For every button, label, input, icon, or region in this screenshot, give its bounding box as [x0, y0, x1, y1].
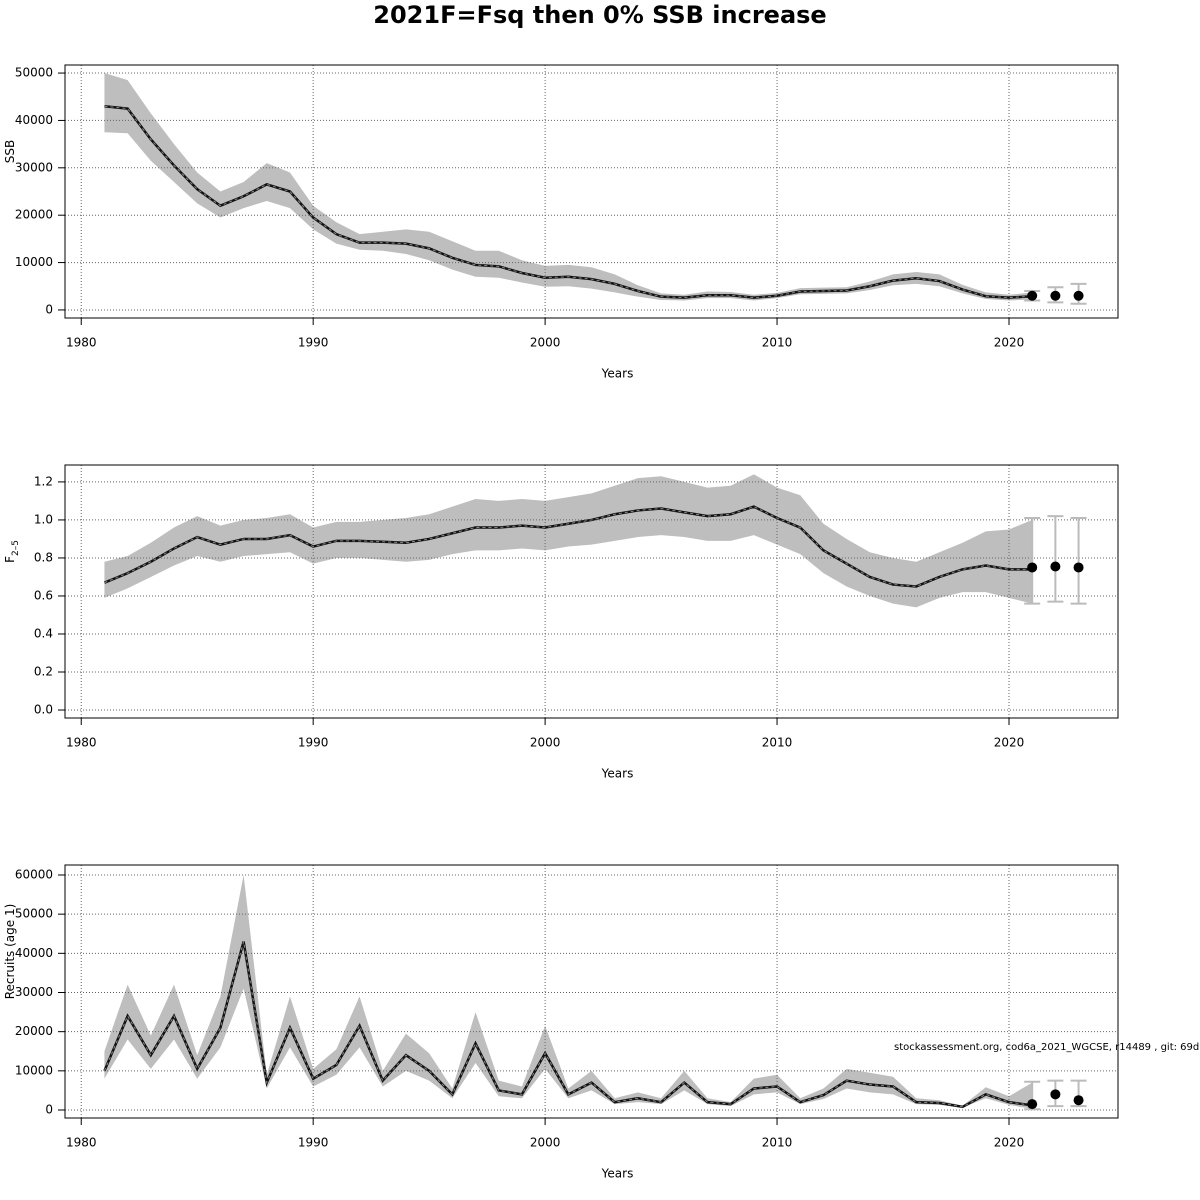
- estimate-line-dash: [103, 941, 1033, 1108]
- y-axis-label-part: Recruits (age 1): [3, 904, 17, 1000]
- plot-frame: [64, 64, 1119, 319]
- x-tick-label: 2010: [762, 1136, 793, 1150]
- forecast-point: [1050, 1089, 1061, 1100]
- x-axis-label: Years: [601, 767, 634, 781]
- y-tick-label: 1.0: [34, 512, 53, 526]
- y-tick-label: 20000: [15, 208, 53, 222]
- y-tick-label: 20000: [15, 1024, 53, 1038]
- confidence-band: [104, 474, 1033, 608]
- chart-title: 2021F=Fsq then 0% SSB increase: [373, 1, 826, 29]
- y-axis-label-part: 2–5: [11, 540, 21, 556]
- x-tick-label: 2010: [762, 336, 793, 350]
- x-axis-label: Years: [601, 1167, 634, 1181]
- forecast-point: [1073, 1095, 1084, 1106]
- y-tick-label: 0.6: [34, 588, 53, 602]
- y-tick-label: 0: [45, 302, 53, 316]
- x-tick-label: 1980: [66, 1136, 97, 1150]
- estimate-line-dash: [104, 506, 1033, 587]
- y-tick-label: 30000: [15, 985, 53, 999]
- y-tick-label: 0: [45, 1103, 53, 1117]
- y-tick-label: 0.2: [34, 665, 53, 679]
- confidence-band: [104, 874, 1033, 1109]
- forecast-point: [1027, 290, 1038, 301]
- y-tick-label: 40000: [15, 113, 53, 127]
- plot-frame: [64, 464, 1119, 719]
- x-tick-label: 1990: [298, 736, 329, 750]
- x-tick-label: 2000: [530, 1136, 561, 1150]
- y-axis-label-part: SSB: [3, 140, 17, 163]
- y-axis-label: F2–5: [3, 540, 21, 563]
- y-tick-label: 50000: [15, 907, 53, 921]
- y-tick-label: 0.0: [34, 703, 53, 717]
- forecast-point: [1027, 1099, 1038, 1110]
- forecast-point: [1050, 290, 1061, 301]
- estimate-line-dash: [104, 105, 1033, 299]
- forecast-point: [1050, 561, 1061, 572]
- confidence-band: [104, 73, 1033, 301]
- y-axis-label: Recruits (age 1): [3, 904, 17, 1000]
- x-tick-label: 1990: [298, 1136, 329, 1150]
- x-tick-label: 2020: [994, 1136, 1025, 1150]
- y-tick-label: 30000: [15, 160, 53, 174]
- plot-frame: [64, 864, 1119, 1119]
- x-tick-label: 1990: [298, 336, 329, 350]
- y-tick-label: 0.4: [34, 626, 53, 640]
- x-tick-label: 2010: [762, 736, 793, 750]
- y-tick-label: 40000: [15, 946, 53, 960]
- y-tick-label: 0.8: [34, 550, 53, 564]
- x-tick-label: 1980: [66, 736, 97, 750]
- y-tick-label: 10000: [15, 1063, 53, 1077]
- x-tick-label: 2020: [994, 336, 1025, 350]
- x-tick-label: 1980: [66, 336, 97, 350]
- x-tick-label: 2000: [530, 736, 561, 750]
- y-axis-label: SSB: [3, 140, 17, 163]
- x-tick-label: 2020: [994, 736, 1025, 750]
- annotation: stockassessment.org, cod6a_2021_WGCSE, r…: [894, 1042, 1200, 1053]
- forecast-point: [1073, 290, 1084, 301]
- y-tick-label: 1.2: [34, 474, 53, 488]
- y-tick-label: 50000: [15, 66, 53, 80]
- y-axis-label-part: F: [3, 556, 17, 563]
- x-axis-label: Years: [601, 367, 634, 381]
- x-tick-label: 2000: [530, 336, 561, 350]
- y-tick-label: 10000: [15, 255, 53, 269]
- forecast-point: [1027, 562, 1038, 573]
- y-tick-label: 60000: [15, 867, 53, 881]
- forecast-point: [1073, 562, 1084, 573]
